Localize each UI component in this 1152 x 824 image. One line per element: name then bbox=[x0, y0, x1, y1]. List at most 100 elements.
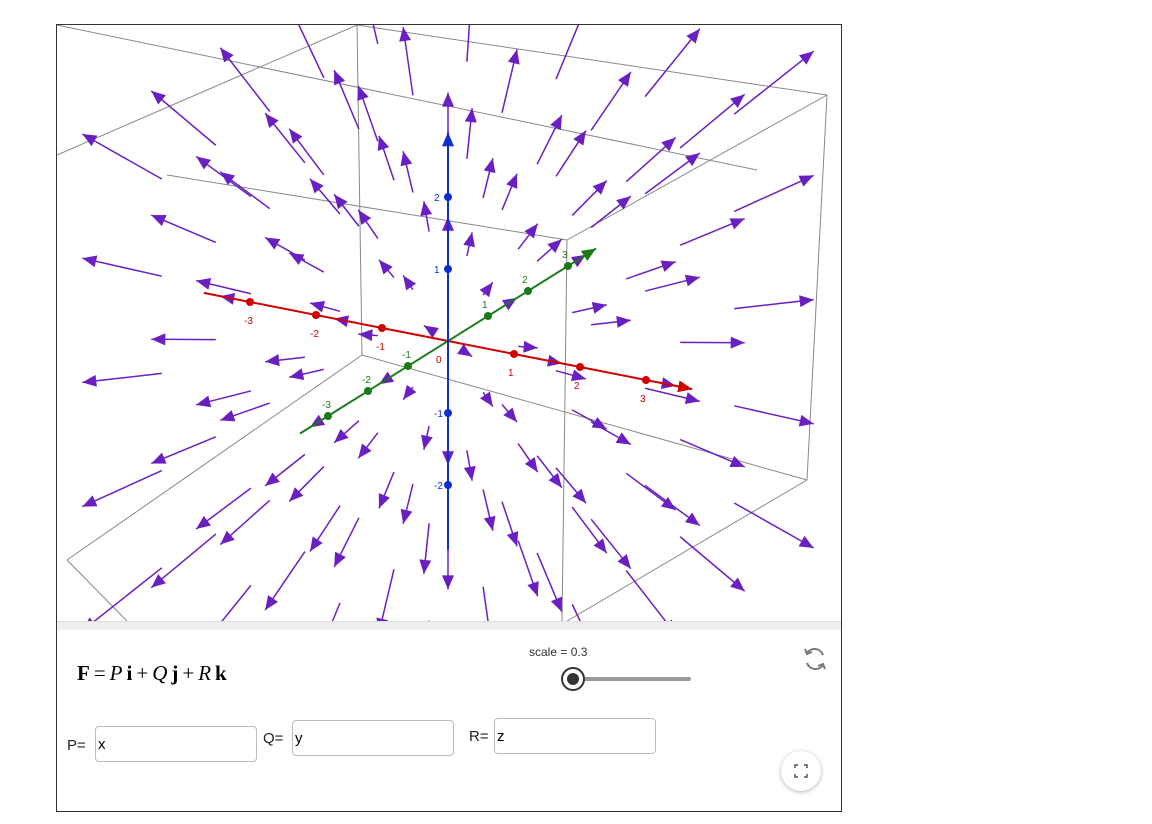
input-label: R= bbox=[469, 728, 489, 745]
z-tick bbox=[444, 193, 452, 201]
vector-head bbox=[550, 115, 562, 131]
y-tick-label: 1 bbox=[482, 300, 488, 311]
vector-head bbox=[423, 325, 439, 339]
vector-head bbox=[798, 414, 814, 427]
input-q[interactable] bbox=[292, 720, 454, 756]
y-tick-label: 3 bbox=[562, 250, 568, 261]
vector-head bbox=[82, 374, 97, 387]
vector-head bbox=[399, 27, 412, 42]
vector-head bbox=[463, 232, 475, 248]
vector-head bbox=[421, 434, 433, 450]
vector-head bbox=[358, 329, 373, 342]
box-edge bbox=[561, 239, 568, 621]
formula-token: R bbox=[198, 661, 212, 685]
x-tick bbox=[510, 350, 518, 358]
vector bbox=[372, 25, 379, 45]
vector-head bbox=[507, 49, 520, 65]
x-tick bbox=[576, 363, 584, 371]
vector-head bbox=[196, 156, 211, 170]
vector-head bbox=[419, 559, 432, 574]
vector-head bbox=[265, 472, 280, 486]
vector-head bbox=[220, 530, 235, 545]
x-tick bbox=[642, 376, 650, 384]
vector-head bbox=[151, 215, 167, 227]
vector-head bbox=[310, 300, 326, 313]
vector-head bbox=[82, 255, 98, 268]
vector bbox=[733, 50, 815, 115]
vector-head bbox=[220, 171, 236, 186]
vector-head bbox=[729, 218, 745, 230]
vector bbox=[331, 602, 341, 621]
vector-head bbox=[196, 515, 211, 530]
vector-head bbox=[503, 407, 517, 423]
y-tick bbox=[404, 362, 412, 370]
vector-head bbox=[730, 336, 745, 349]
vector-head bbox=[483, 158, 496, 174]
z-tick-label: 1 bbox=[434, 265, 440, 276]
vector bbox=[81, 469, 163, 508]
vector-head bbox=[376, 617, 389, 621]
vector-head bbox=[660, 260, 676, 272]
vector-head bbox=[479, 282, 493, 298]
vector-head bbox=[593, 538, 607, 554]
vector-head bbox=[550, 596, 562, 612]
y-tick-label: -2 bbox=[362, 375, 371, 386]
vector-head bbox=[420, 201, 433, 217]
vector bbox=[221, 584, 252, 621]
fullscreen-button[interactable] bbox=[781, 751, 821, 791]
box-edge bbox=[356, 25, 363, 356]
vector-head bbox=[592, 180, 607, 195]
vector-head bbox=[548, 472, 562, 488]
box-edge bbox=[66, 559, 128, 621]
box-edge bbox=[57, 25, 758, 171]
vector-head bbox=[310, 536, 323, 552]
vector-head bbox=[378, 493, 390, 509]
z-axis-head bbox=[442, 132, 454, 147]
formula-token: Q bbox=[152, 661, 168, 685]
vector bbox=[380, 568, 395, 621]
vector-head bbox=[615, 432, 631, 445]
vector-head bbox=[289, 368, 305, 380]
formula-token: F bbox=[77, 661, 90, 685]
vector-head bbox=[547, 239, 562, 254]
vector bbox=[298, 25, 325, 79]
box-edge bbox=[166, 174, 568, 241]
vector-head bbox=[334, 428, 349, 443]
vector-head bbox=[151, 333, 166, 346]
vector-head bbox=[618, 71, 631, 87]
vector-head bbox=[220, 47, 234, 63]
vector-head bbox=[506, 173, 518, 189]
vector-head bbox=[403, 275, 417, 291]
input-label: Q= bbox=[263, 730, 284, 747]
x-tick bbox=[312, 311, 320, 319]
graphics-3d[interactable]: -3 -2 -1 1 2 3 -3 -2 -1 1 2 3 -2 -1 1 2 0 bbox=[57, 25, 842, 621]
vector-head bbox=[442, 92, 454, 107]
y-tick bbox=[484, 312, 492, 320]
input-r[interactable] bbox=[494, 718, 656, 754]
vector bbox=[93, 567, 163, 621]
vector-head bbox=[400, 151, 413, 167]
input-label: P= bbox=[67, 737, 86, 754]
vector-head bbox=[265, 595, 278, 611]
vector-head bbox=[661, 137, 676, 152]
reset-icon[interactable] bbox=[801, 645, 829, 673]
vector-head bbox=[196, 278, 212, 290]
x-tick-label: 1 bbox=[508, 368, 514, 379]
slider-track[interactable] bbox=[575, 677, 691, 681]
vector-head bbox=[523, 340, 538, 353]
x-tick bbox=[378, 324, 386, 332]
input-p[interactable] bbox=[95, 726, 257, 762]
vector-head bbox=[87, 617, 93, 621]
box-edge bbox=[66, 354, 363, 561]
vector-head bbox=[265, 354, 280, 367]
vector-head bbox=[660, 496, 676, 511]
vector-head bbox=[82, 134, 98, 147]
box-edge bbox=[806, 94, 828, 481]
vector bbox=[555, 25, 580, 80]
vector-head bbox=[289, 253, 305, 266]
slider-knob[interactable] bbox=[561, 667, 585, 691]
box-edge bbox=[356, 25, 828, 96]
vector-head bbox=[617, 554, 631, 569]
box-edge bbox=[566, 94, 828, 241]
